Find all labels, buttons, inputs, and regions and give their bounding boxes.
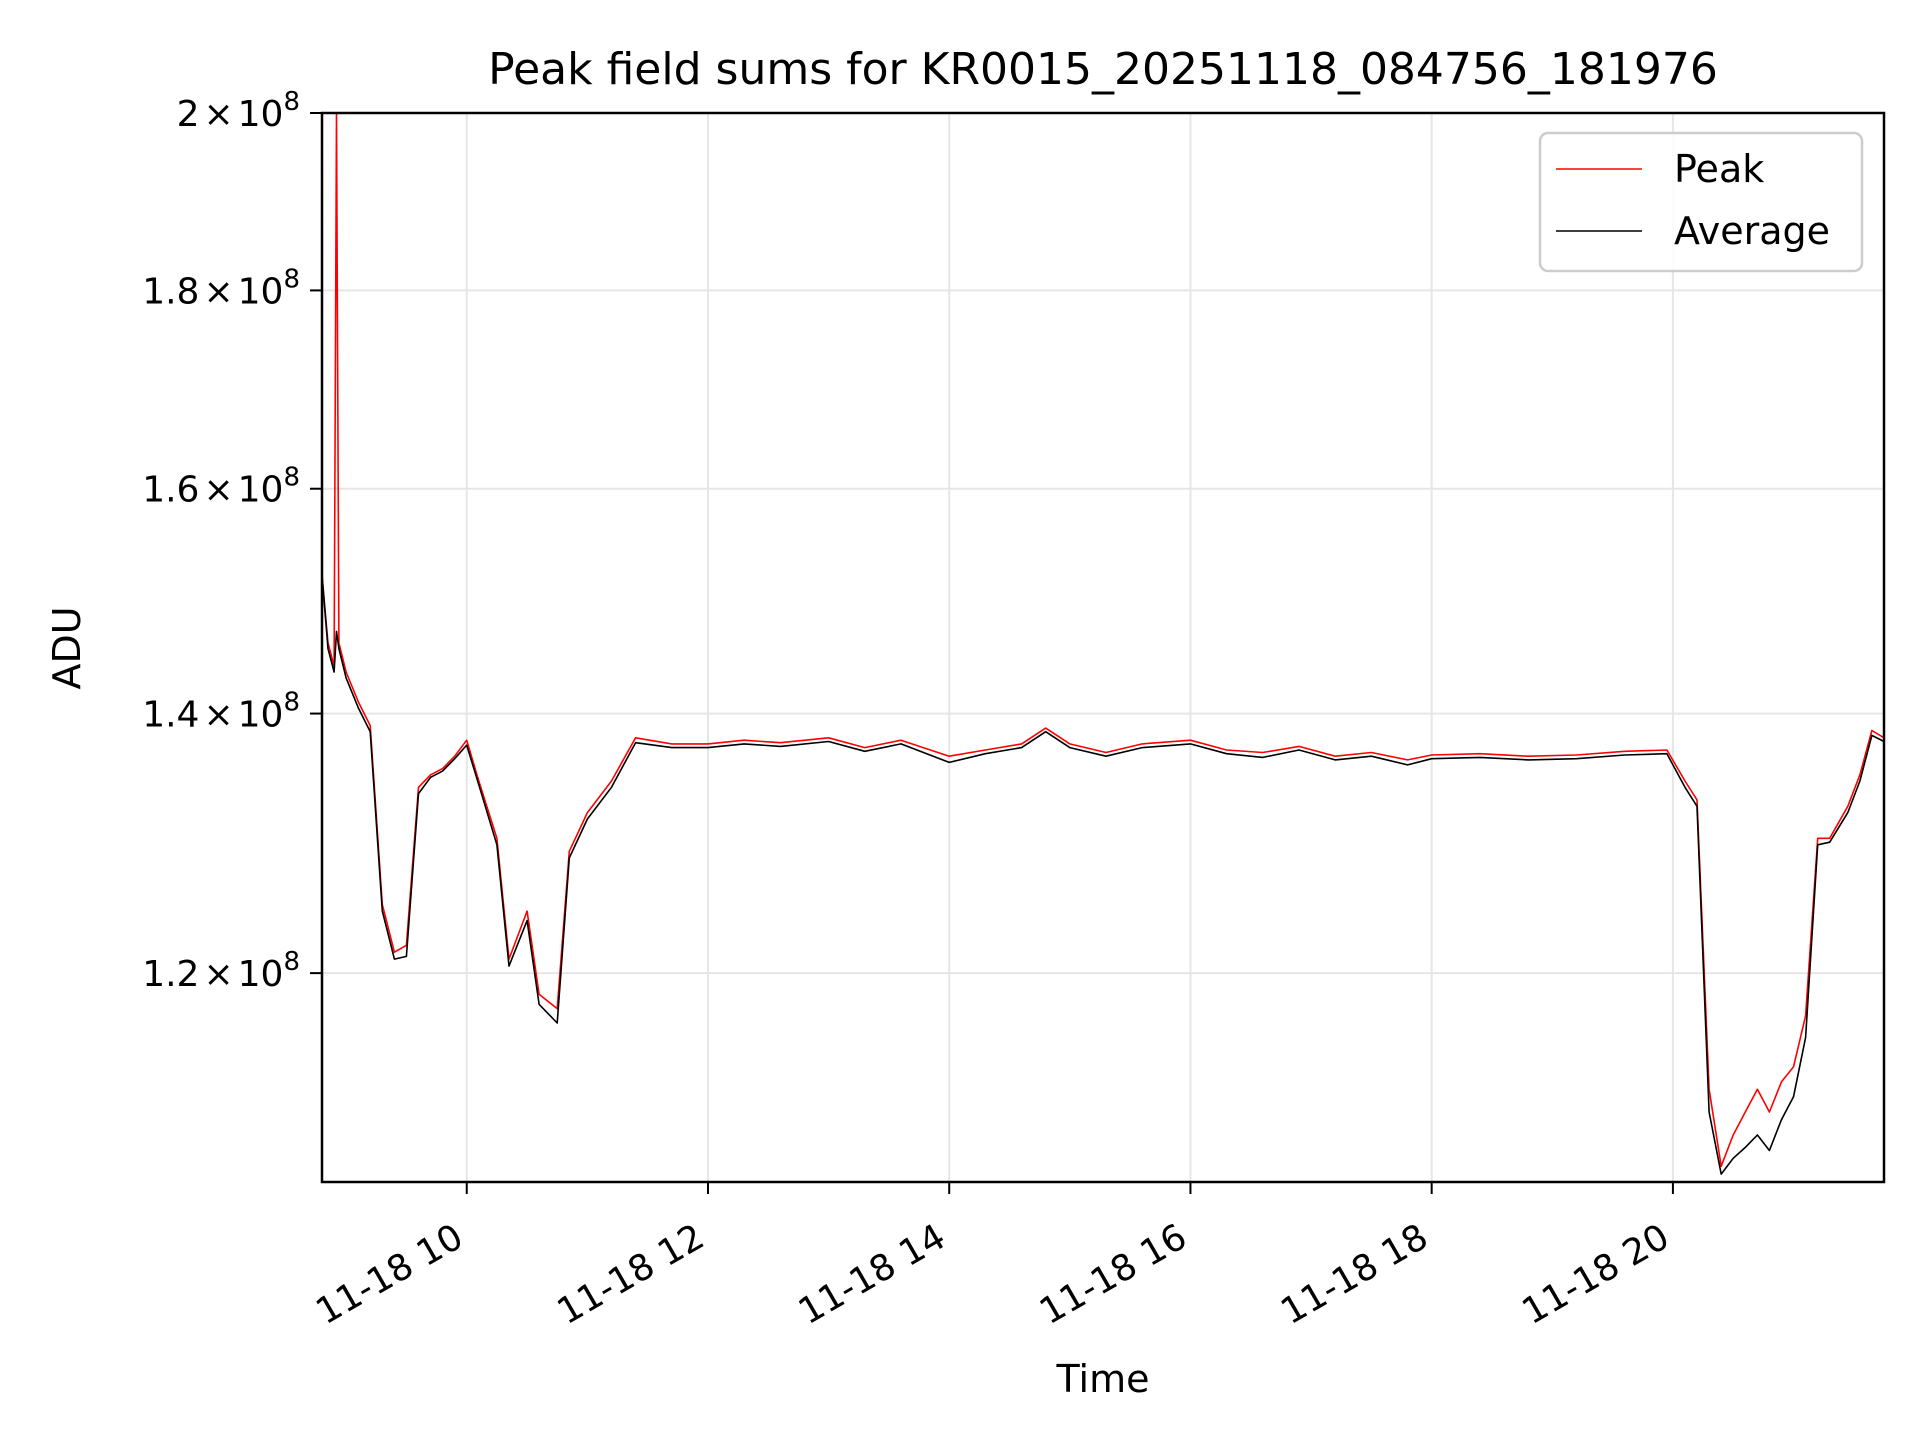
legend: Peak Average	[1538, 131, 1864, 273]
x-axis-label: Time	[1056, 1357, 1150, 1401]
grid	[322, 113, 1884, 1182]
series-line-average	[321, 575, 1885, 1175]
plot-frame	[320, 111, 1886, 1184]
y-tick-label: 1.4 × 108	[142, 688, 300, 736]
legend-box	[1538, 131, 1864, 273]
series-lines	[321, 112, 1885, 1175]
y-tick-label: 1.8 × 108	[142, 264, 300, 312]
legend-label-average: Average	[1674, 209, 1830, 253]
y-tick-label: 1.6 × 108	[142, 463, 300, 511]
legend-label-peak: Peak	[1674, 147, 1764, 191]
y-axis-ticks: 1.2 × 108 1.4 × 108 1.6 × 108 1.8 × 108 2 × 108	[142, 87, 322, 995]
chart-title: Peak field sums for KR0015_20251118_0847…	[488, 44, 1718, 95]
series-line-peak	[321, 112, 1885, 1167]
y-tick-label: 1.2 × 108	[142, 947, 300, 995]
y-tick-label: 2 × 108	[177, 87, 300, 135]
y-axis-label: ADU	[45, 606, 89, 689]
